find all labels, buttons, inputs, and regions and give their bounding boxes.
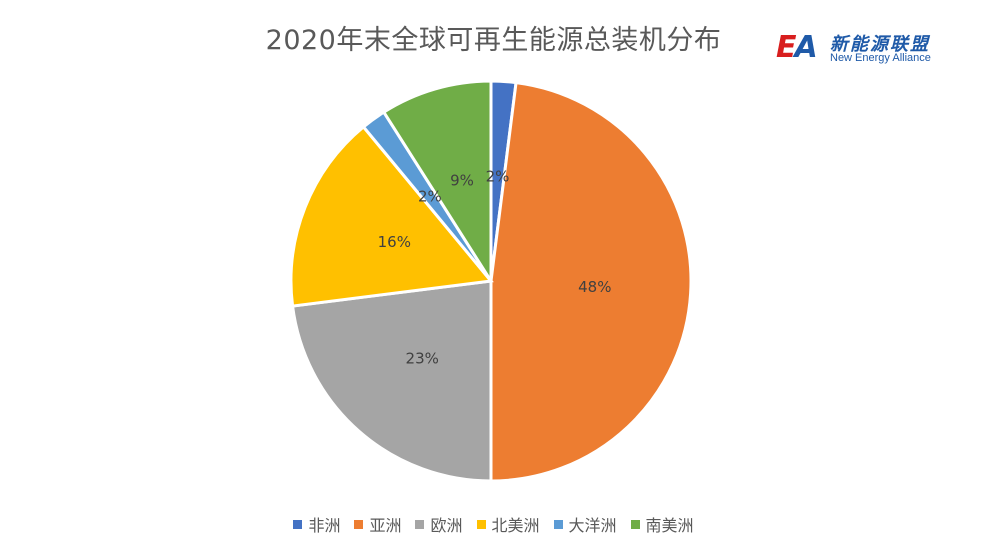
slice-data-label-2: 48% — [578, 278, 611, 296]
pie-slice-3 — [290, 279, 493, 483]
logo-english-name: New Energy Alliance — [830, 52, 931, 64]
legend-swatch-4 — [476, 519, 486, 529]
pie-slice-2 — [489, 80, 693, 483]
slice-data-label-1: 2% — [486, 168, 510, 186]
legend-item-3: 欧洲 — [415, 512, 463, 536]
legend-swatch-5 — [553, 519, 563, 529]
pie-slice-6 — [381, 79, 493, 287]
logo-mark: EA — [776, 30, 818, 65]
legend-swatch-6 — [630, 519, 640, 529]
legend-item-6: 南美洲 — [630, 512, 694, 536]
legend-swatch-1 — [293, 519, 303, 529]
legend-label-1: 非洲 — [308, 516, 341, 535]
logo-chinese-name: 新能源联盟 — [830, 34, 930, 55]
legend-label-2: 亚洲 — [369, 516, 402, 535]
pie-slice-4 — [289, 124, 494, 308]
legend-item-2: 亚洲 — [354, 512, 401, 536]
legend-label-4: 北美洲 — [491, 516, 540, 535]
legend-swatch-3 — [415, 519, 425, 529]
chart-title: 2020年末全球可再生能源总装机分布 — [265, 25, 722, 56]
new-energy-alliance-logo: EA 新能源联盟 New Energy Alliance — [776, 30, 956, 70]
legend-label-5: 大洋洲 — [568, 516, 617, 535]
slice-data-label-3: 23% — [406, 350, 439, 368]
legend-label-6: 南美洲 — [645, 516, 694, 535]
slice-data-label-4: 16% — [378, 233, 411, 251]
legend-item-4: 北美洲 — [476, 512, 540, 536]
legend-swatch-2 — [354, 519, 364, 529]
legend-item-1: 非洲 — [293, 512, 340, 536]
legend-item-5: 大洋洲 — [553, 512, 617, 536]
legend-label-3: 欧洲 — [430, 516, 463, 535]
slice-data-label-5: 2% — [418, 187, 442, 205]
chart-legend: 非洲 亚洲 欧洲 北美洲 大洋洲 南美洲 — [0, 512, 987, 536]
slice-data-label-6: 9% — [450, 172, 474, 190]
